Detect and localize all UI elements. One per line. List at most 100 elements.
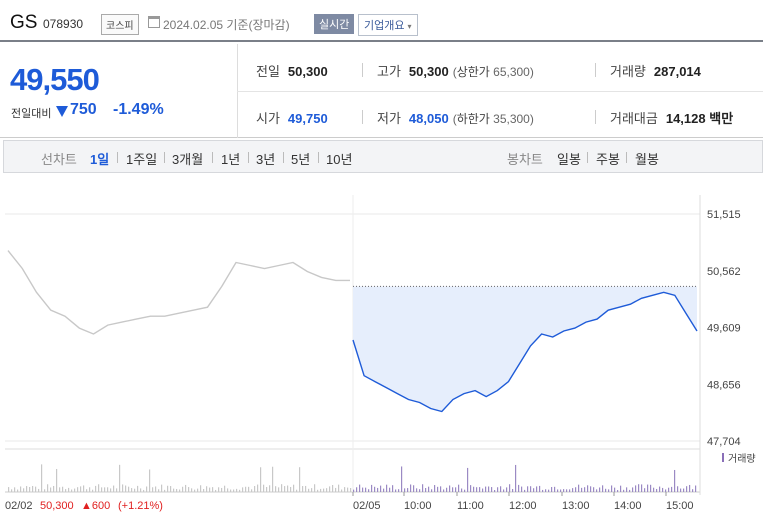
volume-bar — [413, 485, 415, 492]
volume-bar — [482, 488, 484, 492]
volume-bar — [53, 485, 55, 492]
low-label: 저가 — [377, 111, 401, 126]
volume-label: 거래량 — [610, 64, 646, 79]
trade-amount: 거래대금 14,128 백만 — [610, 108, 733, 127]
divider — [237, 91, 763, 92]
tab-3y[interactable]: 3년 — [256, 152, 276, 167]
tab-10y[interactable]: 10년 — [326, 152, 353, 167]
volume-bar — [386, 484, 388, 492]
volume-bar — [518, 484, 520, 492]
current-price: 49,550 — [10, 62, 100, 97]
open-price: 시가 49,750 — [256, 108, 328, 127]
volume-bar — [506, 487, 508, 492]
volume-bar — [149, 469, 151, 492]
volume-bar — [686, 486, 688, 492]
volume-bar — [98, 484, 100, 492]
volume-bar — [89, 487, 91, 492]
volume-bar — [191, 488, 193, 492]
volume-bar — [608, 489, 610, 492]
volume-bar — [479, 487, 481, 492]
volume-bar — [515, 464, 517, 492]
candle-chart-label: 봉차트 — [507, 152, 543, 167]
volume-bar — [167, 485, 169, 492]
volume-bar — [500, 486, 502, 492]
volume-bar — [443, 489, 445, 492]
volume-bar — [374, 486, 376, 492]
volume-bar — [26, 486, 28, 492]
volume-bar — [128, 486, 130, 492]
volume-bar — [461, 488, 463, 492]
volume-bar — [521, 486, 523, 492]
volume-bar — [377, 487, 379, 492]
divider — [595, 63, 596, 77]
volume-bar — [671, 486, 673, 492]
tab-3m[interactable]: 3개월 — [172, 152, 204, 167]
volume-bar — [104, 487, 106, 492]
volume-bar — [125, 485, 127, 492]
tab-1d[interactable]: 1일 — [90, 152, 110, 167]
volume-bar — [581, 487, 583, 492]
volume-bar — [32, 485, 34, 492]
volume-bar — [674, 469, 676, 492]
price-summary: 49,550 전일대비 750 -1.49% 전일 50,300 고가 50,300… — [0, 44, 763, 138]
volume-bar — [101, 487, 103, 492]
price-chart[interactable]: 51,515 50,562 49,609 48,656 47,704 02/05 10:0… — [0, 195, 763, 529]
volume-bar — [302, 486, 304, 492]
tab-monthly[interactable]: 월봉 — [635, 152, 659, 167]
volume-bar — [290, 486, 292, 492]
volume-bar — [380, 485, 382, 492]
volume-bar — [41, 464, 43, 492]
divider — [248, 152, 249, 163]
x-tick-label: 12:00 — [509, 500, 537, 512]
tab-daily[interactable]: 일봉 — [557, 152, 581, 167]
volume-bar — [254, 486, 256, 492]
volume-bar — [623, 489, 625, 492]
lower-limit-label: 하한가 — [456, 112, 490, 126]
amount-value: 14,128 — [665, 111, 706, 126]
volume-bar — [401, 466, 403, 492]
tab-1y[interactable]: 1년 — [221, 152, 241, 167]
chevron-down-icon: ▾ — [407, 22, 412, 31]
volume-bar — [347, 487, 349, 492]
volume-bar — [677, 486, 679, 492]
volume-bar — [587, 485, 589, 492]
volume-bar — [320, 488, 322, 492]
volume-bar — [230, 489, 232, 492]
volume-bar — [689, 484, 691, 492]
volume-bar — [533, 488, 535, 492]
volume-bar — [593, 487, 595, 492]
volume-bar — [425, 487, 427, 492]
chart-areas — [353, 285, 697, 412]
volume-bar — [503, 489, 505, 492]
volume-bar — [245, 486, 247, 492]
tab-1w[interactable]: 1주일 — [126, 152, 158, 167]
volume-bar — [170, 486, 172, 492]
volume-bar — [524, 489, 526, 492]
volume-bar — [371, 484, 373, 492]
volume-bar — [353, 489, 355, 492]
volume-bar — [50, 487, 52, 492]
volume-bar — [140, 488, 142, 492]
base-date: 2024.02.05 기준(장마감) — [163, 18, 290, 32]
volume-bar — [620, 485, 622, 492]
volume-bar — [134, 488, 136, 492]
volume-bar — [263, 484, 265, 492]
volume-bar — [224, 485, 226, 492]
tab-weekly[interactable]: 주봉 — [596, 152, 620, 167]
high-label: 고가 — [377, 64, 401, 79]
volume-bar — [131, 488, 133, 492]
volume-bar — [200, 485, 202, 492]
volume-bar — [398, 489, 400, 492]
company-info-button[interactable]: 기업개요 ▾ — [358, 14, 418, 36]
volume-bar — [179, 489, 181, 492]
volume-bar — [470, 485, 472, 492]
tab-5y[interactable]: 5년 — [291, 152, 311, 167]
volume-bar — [554, 486, 556, 492]
volume-bar — [206, 486, 208, 492]
volume-bar — [83, 485, 85, 492]
volume-legend-label: 거래량 — [728, 453, 756, 465]
realtime-button[interactable]: 실시간 — [314, 14, 355, 34]
volume-bar — [434, 485, 436, 492]
volume-bar — [35, 486, 37, 492]
volume-bar — [647, 484, 649, 492]
